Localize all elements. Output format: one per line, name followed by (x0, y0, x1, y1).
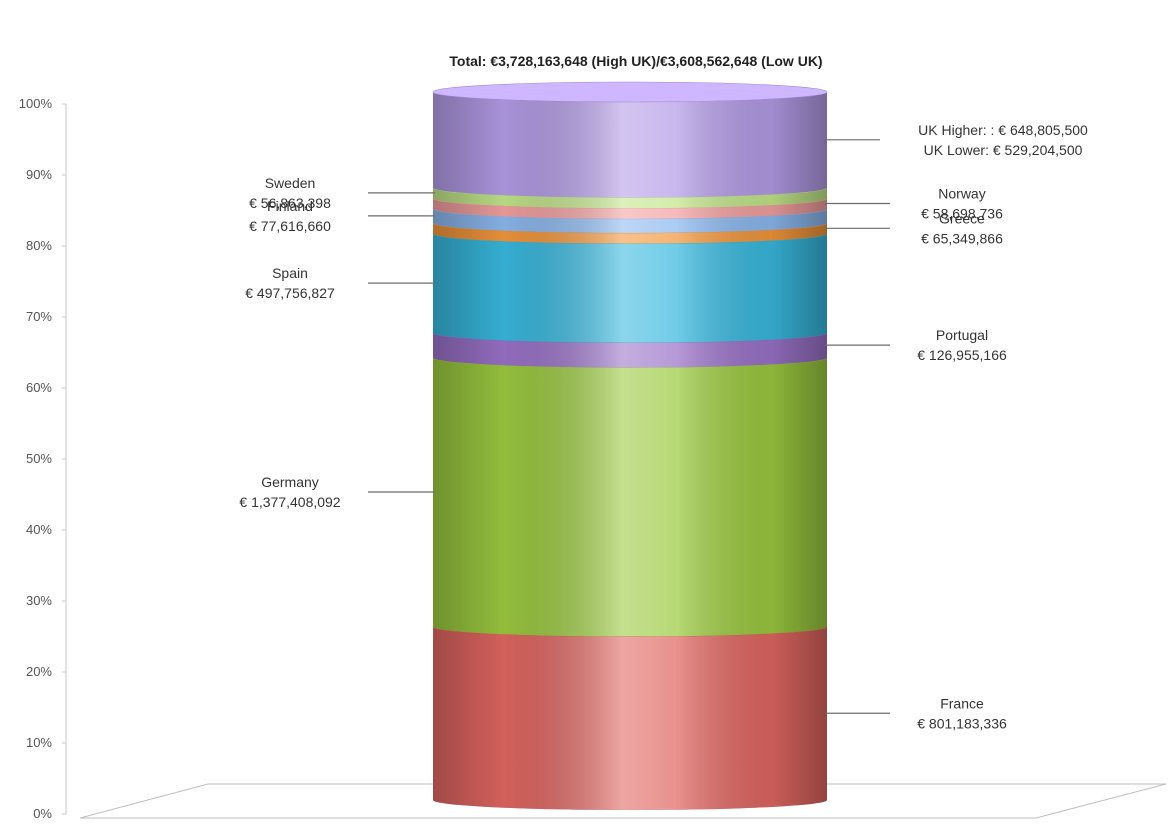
label-sweden: Sweden € 56,863,398 (249, 175, 435, 211)
segment-top-uk (432, 81, 828, 103)
data-label-norway-line-1: Norway (938, 186, 985, 202)
y-tick-label: 70% (26, 309, 52, 324)
y-tick-label: 80% (26, 238, 52, 253)
data-label-sweden-line-2: € 56,863,398 (249, 195, 331, 211)
segment-shading-greece (433, 222, 827, 244)
label-uk: UK Higher: : € 648,805,500 UK Lower: € 52… (825, 122, 1088, 158)
y-axis-ticks: 0% 10% 20% 30% 40% 50% 60% 70% 80% 90% 100% (19, 96, 66, 821)
segment-shading-france (433, 626, 827, 810)
segment-shading-sweden (433, 187, 827, 209)
data-label-france-line-1: France (940, 695, 984, 711)
label-norway: Norway € 58,698,736 (825, 186, 1003, 222)
data-label-finland-line-2: € 77,616,660 (249, 218, 331, 234)
label-spain: Spain € 497,756,827 (245, 265, 435, 301)
data-label-uk-line-1: UK Higher: : € 648,805,500 (918, 122, 1088, 138)
data-label-spain-line-1: Spain (272, 265, 308, 281)
data-labels: France € 801,183,336 Germany € 1,377,408,09… (239, 122, 1088, 731)
segment-shading-uk (433, 92, 827, 198)
data-label-portugal-line-1: Portugal (936, 327, 988, 343)
label-portugal: Portugal € 126,955,166 (825, 327, 1007, 363)
data-label-sweden-line-1: Sweden (265, 175, 316, 191)
data-label-spain-line-2: € 497,756,827 (245, 285, 335, 301)
label-greece: Greece € 65,349,866 (825, 210, 1003, 246)
segment-shading-finland (433, 208, 827, 233)
data-label-norway-line-2: € 58,698,736 (921, 206, 1003, 222)
data-label-germany-line-2: € 1,377,408,092 (239, 494, 340, 510)
y-tick-label: 0% (33, 806, 52, 821)
data-label-germany-line-1: Germany (261, 474, 319, 490)
y-tick-label: 90% (26, 167, 52, 182)
y-tick-label: 100% (19, 96, 53, 111)
label-france: France € 801,183,336 (825, 695, 1007, 731)
segment-shading-germany (433, 357, 827, 637)
label-finland: Finland € 77,616,660 (249, 198, 435, 234)
chart-title: Total: €3,728,163,648 (High UK)/€3,608,5… (449, 53, 822, 69)
segment-shading-norway (433, 198, 827, 219)
data-label-greece-line-2: € 65,349,866 (921, 230, 1003, 246)
segment-uk (432, 81, 828, 198)
label-germany: Germany € 1,377,408,092 (239, 474, 435, 510)
y-tick-label: 40% (26, 522, 52, 537)
data-label-uk-line-2: UK Lower: € 529,204,500 (924, 142, 1083, 158)
segment-france (432, 616, 828, 810)
y-tick-label: 30% (26, 593, 52, 608)
data-label-portugal-line-2: € 126,955,166 (917, 347, 1007, 363)
y-tick-label: 20% (26, 664, 52, 679)
data-label-france-line-2: € 801,183,336 (917, 715, 1007, 731)
y-tick-label: 60% (26, 380, 52, 395)
cylinder-segments (432, 81, 828, 810)
segment-shading-spain (433, 233, 827, 343)
y-tick-label: 10% (26, 735, 52, 750)
segment-germany (432, 347, 828, 637)
data-label-greece-line-1: Greece (939, 210, 985, 226)
y-tick-label: 50% (26, 451, 52, 466)
data-label-finland-line-1: Finland (267, 198, 313, 214)
